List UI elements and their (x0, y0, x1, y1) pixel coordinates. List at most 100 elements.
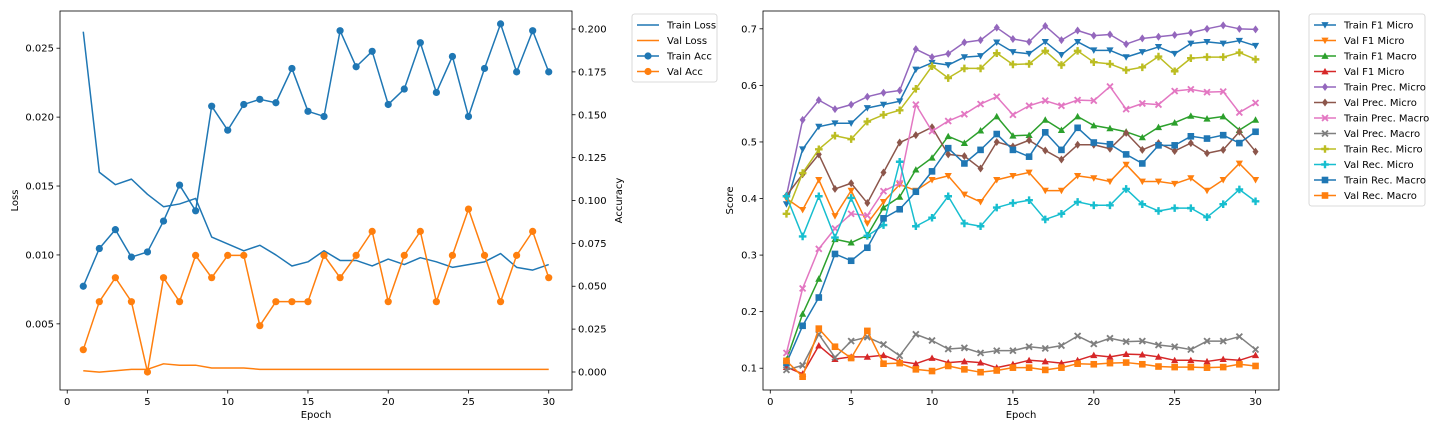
data-point-train-prec-macro (1171, 87, 1179, 95)
data-point-train-f1-macro (1057, 126, 1066, 133)
data-point-train-f1-macro (1187, 112, 1195, 119)
data-point-train-f1-micro (863, 105, 871, 112)
data-point-train-acc (416, 39, 424, 47)
data-point-train-acc (192, 207, 200, 215)
data-point-train-acc (480, 64, 489, 73)
data-point-train-rec-macro (1171, 142, 1178, 149)
data-point-train-rec-micro (863, 117, 872, 126)
data-point-val-prec-macro (1219, 337, 1227, 345)
data-point-val-rec-macro (896, 359, 903, 367)
score-chart: 0 5 10 15 20 25 30 0.1 0.2 0.3 0.4 0.5 0.6 0.7 Epoch Sc… (725, 10, 1429, 421)
data-point-train-f1-macro (1251, 116, 1260, 123)
data-point-val-prec-micro (1058, 155, 1065, 164)
data-point-val-acc (159, 274, 168, 282)
data-point-train-prec-macro (1074, 96, 1082, 104)
legend-marker (1321, 37, 1329, 45)
data-point-train-prec-micro (1171, 31, 1178, 40)
series-line-train-loss (82, 31, 549, 271)
data-point-val-rec-micro (1203, 213, 1211, 221)
data-point-val-f1-micro (1187, 356, 1195, 364)
data-point-train-rec-macro (1122, 151, 1130, 158)
series-line-train-acc (82, 23, 550, 287)
data-point-val-prec-micro (880, 168, 887, 177)
data-point-train-rec-macro (977, 146, 984, 154)
data-point-train-prec-micro (945, 49, 952, 58)
data-point-val-rec-macro (799, 373, 806, 381)
data-point-val-f1-micro (960, 357, 968, 365)
data-point-val-rec-macro (977, 368, 984, 376)
data-point-train-f1-macro (960, 139, 968, 146)
legend-label: Train Acc (666, 52, 712, 63)
data-point-val-rec-macro (928, 367, 936, 375)
legend-marker (1321, 114, 1329, 122)
data-point-val-rec-micro (895, 157, 904, 166)
data-point-val-prec-macro (944, 345, 952, 353)
data-point-val-prec-macro (960, 344, 968, 352)
legend-label: Val F1 Micro (1344, 36, 1404, 47)
data-point-val-f1-micro (1074, 173, 1082, 180)
data-point-val-f1-micro (944, 173, 952, 180)
data-point-val-f1-micro (1235, 160, 1243, 168)
data-point-val-f1-micro (847, 187, 855, 195)
data-point-train-prec-micro (1252, 25, 1259, 34)
data-point-val-rec-macro (944, 362, 952, 370)
data-point-train-rec-macro (1041, 129, 1049, 136)
legend-label: Train Rec. Macro (1343, 176, 1426, 187)
data-point-train-prec-macro (928, 127, 936, 135)
legend-marker (1321, 160, 1329, 169)
data-point-train-acc (272, 99, 280, 107)
x-axis-label: Epoch (1006, 410, 1037, 421)
data-point-train-f1-macro (1025, 131, 1033, 139)
loss-accuracy-chart: 0 5 10 15 20 25 30 0.005 0.010 0.015 0.020 0.025 0.0… (10, 10, 718, 421)
data-point-val-acc (496, 298, 505, 306)
legend-marker (1321, 145, 1329, 153)
x-tick-label: 15 (302, 397, 315, 408)
data-point-train-f1-micro (1251, 42, 1260, 50)
data-point-train-f1-macro (912, 166, 920, 173)
data-point-train-rec-macro (944, 144, 952, 152)
data-point-val-f1-micro (976, 358, 985, 366)
data-point-val-f1-micro (928, 354, 936, 361)
data-point-val-acc (95, 298, 103, 306)
data-point-train-f1-macro (1090, 121, 1098, 129)
data-point-train-rec-macro (864, 244, 871, 252)
data-point-train-rec-macro (1074, 124, 1081, 132)
data-point-val-acc (545, 274, 553, 282)
data-point-train-acc (240, 100, 248, 109)
data-point-val-acc (208, 274, 216, 282)
data-point-train-acc (304, 107, 312, 115)
data-point-val-prec-macro (831, 353, 839, 362)
legend-marker (644, 67, 652, 76)
y-tick-label: 0.005 (25, 319, 54, 330)
data-point-train-rec-micro (798, 169, 807, 177)
data-point-val-acc (320, 251, 328, 259)
data-point-train-prec-micro (1139, 34, 1146, 43)
data-point-val-prec-micro (864, 199, 871, 208)
data-point-train-f1-macro (1219, 112, 1227, 120)
data-point-train-f1-micro (1219, 40, 1227, 48)
data-point-val-prec-macro (1235, 332, 1243, 341)
data-point-val-f1-micro (1219, 355, 1227, 363)
data-point-val-rec-macro (1139, 360, 1146, 368)
data-point-val-prec-macro (1138, 337, 1146, 345)
legend-marker (644, 52, 652, 60)
data-point-train-rec-micro (960, 64, 969, 73)
data-point-train-f1-macro (1203, 115, 1211, 122)
data-point-val-f1-micro (1106, 353, 1114, 360)
legend-label: Val Rec. Macro (1344, 191, 1417, 202)
data-point-train-prec-micro (929, 53, 936, 62)
series-line-val-f1-micro (786, 344, 1256, 375)
legend: Train F1 Micro Val F1 Micro Train F1 Macro… (1308, 13, 1429, 207)
data-point-val-rec-macro (815, 325, 823, 332)
data-point-val-f1-micro (1171, 356, 1179, 364)
data-point-train-prec-micro (1123, 40, 1130, 49)
data-point-train-acc (513, 68, 521, 76)
data-point-train-rec-macro (961, 160, 968, 167)
legend-label: Val F1 Micro (1344, 67, 1404, 78)
data-point-val-prec-micro (929, 123, 936, 132)
data-point-val-prec-micro (977, 164, 984, 173)
data-point-val-acc (272, 298, 280, 306)
data-point-train-rec-micro (782, 209, 791, 218)
data-point-train-acc (368, 47, 376, 55)
